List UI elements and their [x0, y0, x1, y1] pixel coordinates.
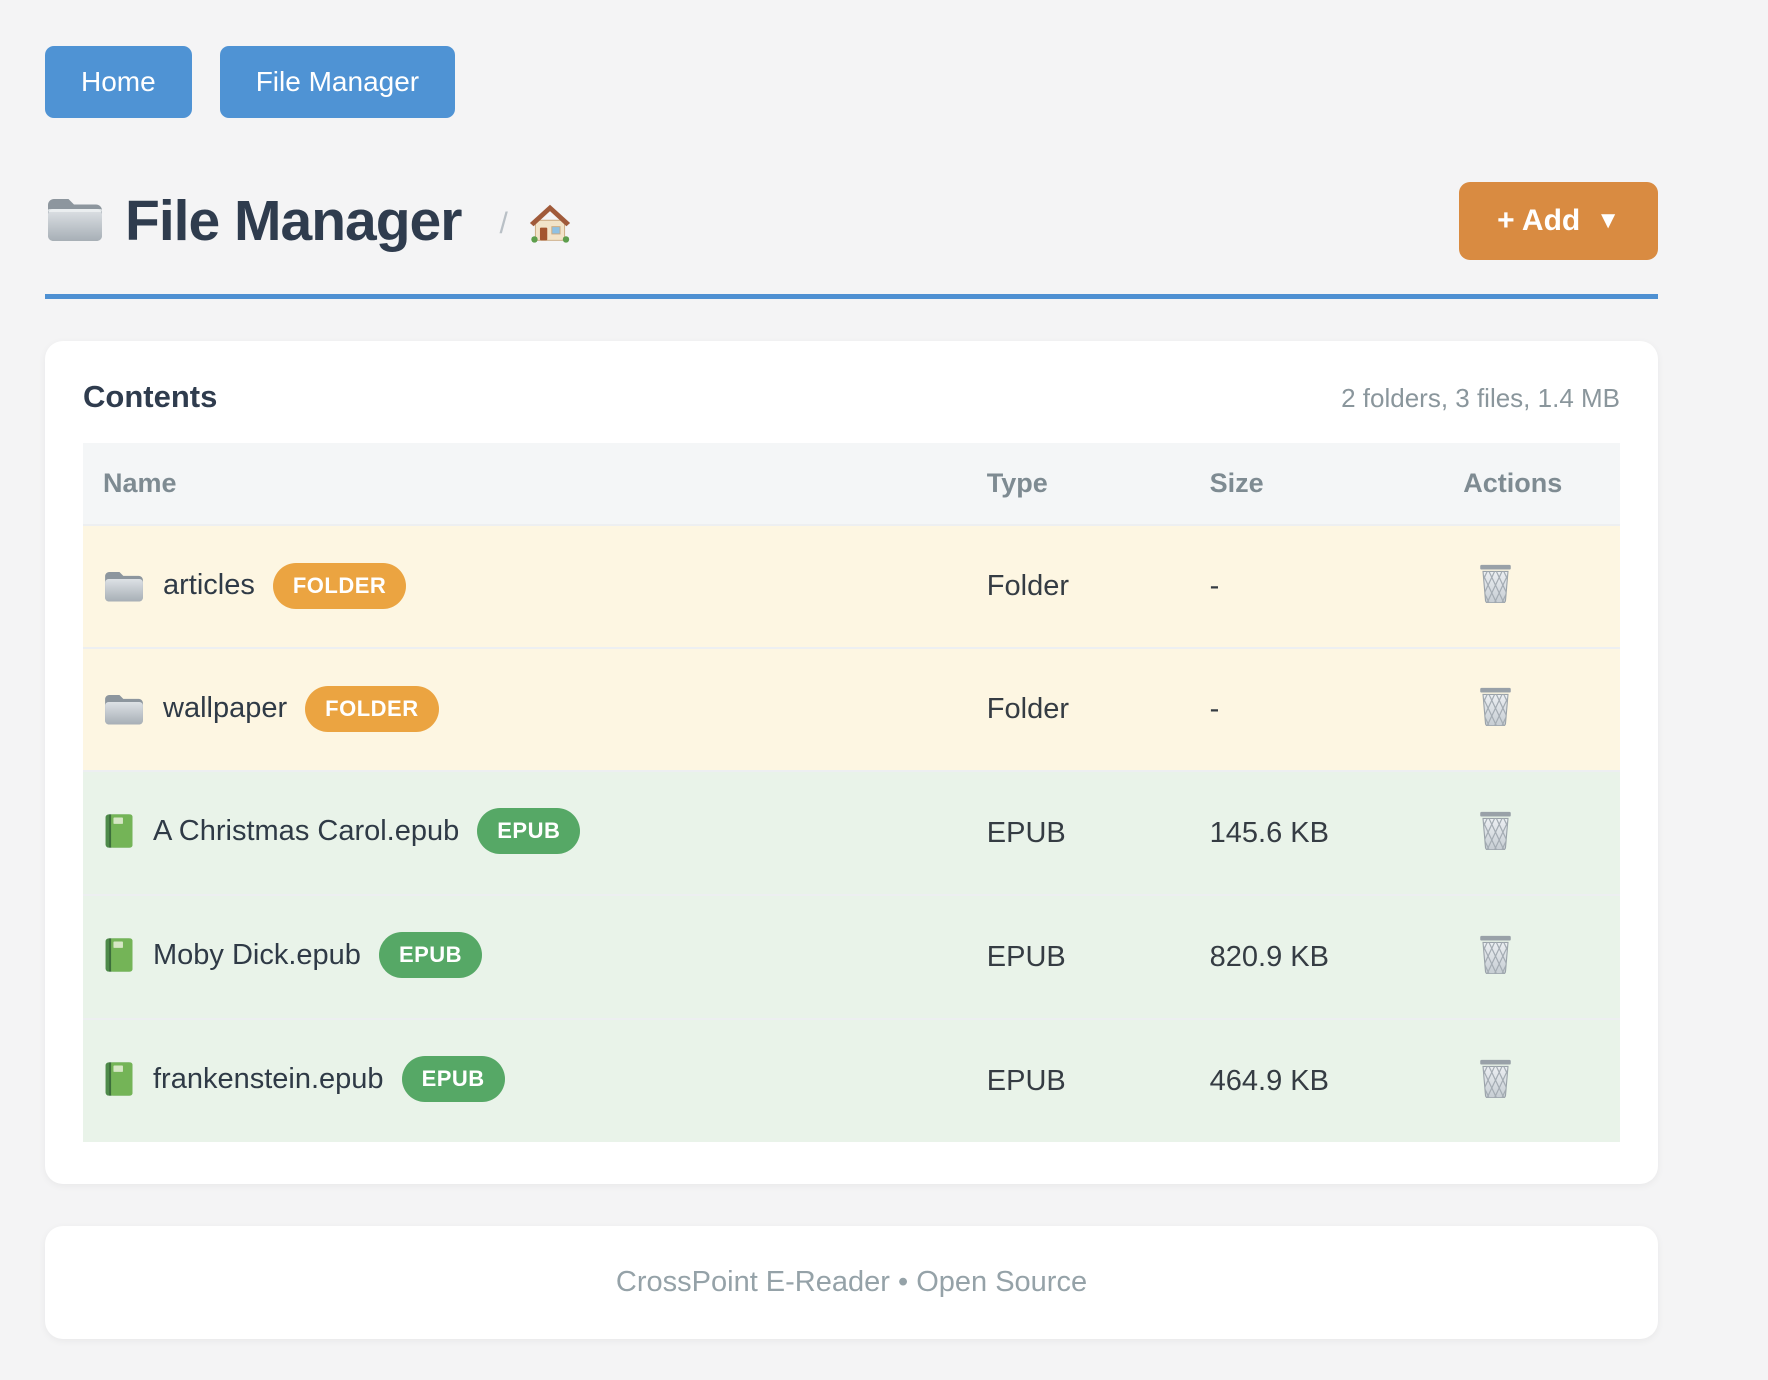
footer: CrossPoint E-Reader • Open Source	[45, 1226, 1658, 1339]
delete-button[interactable]	[1477, 562, 1514, 604]
breadcrumb: /	[499, 207, 508, 240]
size-cell: -	[1189, 647, 1444, 771]
size-cell: 145.6 KB	[1189, 770, 1444, 895]
column-header-actions: Actions	[1443, 443, 1620, 525]
page-title: File Manager	[125, 189, 462, 253]
delete-button[interactable]	[1477, 933, 1514, 974]
contents-heading: Contents	[83, 379, 218, 414]
file-name: Moby Dick.epub	[153, 938, 361, 971]
type-badge: FOLDER	[305, 685, 439, 732]
type-cell: Folder	[966, 524, 1190, 648]
table-row: A Christmas Carol.epub EPUB EPUB 145.6 K…	[83, 770, 1620, 895]
folder-icon	[45, 195, 105, 248]
type-cell: Folder	[966, 647, 1190, 771]
table-row: wallpaper FOLDER Folder -	[83, 647, 1620, 771]
file-manager-button[interactable]: File Manager	[219, 46, 456, 118]
delete-button[interactable]	[1477, 1057, 1514, 1098]
size-cell: 464.9 KB	[1189, 1018, 1444, 1142]
type-cell: EPUB	[966, 1018, 1190, 1142]
type-badge: FOLDER	[272, 562, 407, 609]
book-icon	[105, 1062, 133, 1096]
contents-card: Contents 2 folders, 3 files, 1.4 MB Name…	[45, 341, 1658, 1184]
file-name-link[interactable]: A Christmas Carol.epub EPUB	[103, 808, 581, 854]
home-button[interactable]: Home	[45, 46, 192, 118]
delete-button[interactable]	[1477, 809, 1514, 850]
top-navigation: Home File Manager	[45, 46, 1658, 118]
trash-icon	[1480, 687, 1511, 727]
add-button[interactable]: + Add ▼	[1459, 182, 1658, 260]
contents-summary: 2 folders, 3 files, 1.4 MB	[1341, 383, 1620, 413]
file-name: wallpaper	[163, 692, 288, 724]
table-row: frankenstein.epub EPUB EPUB 464.9 KB	[83, 1018, 1620, 1142]
file-name: articles	[163, 569, 255, 601]
folder-icon	[105, 571, 143, 601]
file-name-link[interactable]: frankenstein.epub EPUB	[103, 1056, 505, 1102]
trash-icon	[1480, 1059, 1511, 1098]
type-badge: EPUB	[477, 808, 581, 854]
folder-icon	[105, 694, 143, 724]
caret-down-icon: ▼	[1596, 207, 1620, 234]
type-badge: EPUB	[378, 932, 483, 978]
trash-icon	[1480, 811, 1511, 850]
column-header-size: Size	[1189, 443, 1444, 525]
add-button-label: + Add	[1497, 204, 1581, 237]
column-header-name: Name	[83, 443, 967, 525]
file-name-link[interactable]: Moby Dick.epub EPUB	[103, 932, 483, 978]
file-name: A Christmas Carol.epub	[153, 814, 460, 847]
file-name: frankenstein.epub	[153, 1062, 384, 1095]
page-header: File Manager / + Add ▼	[45, 182, 1658, 299]
footer-text: CrossPoint E-Reader • Open Source	[615, 1266, 1088, 1298]
column-header-type: Type	[966, 443, 1190, 525]
table-header-row: Name Type Size Actions	[83, 443, 1620, 525]
book-icon	[105, 938, 133, 972]
book-icon	[105, 814, 133, 848]
size-cell: -	[1189, 524, 1444, 648]
home-icon[interactable]	[528, 202, 572, 249]
table-row: articles FOLDER Folder -	[83, 524, 1620, 648]
file-table: Name Type Size Actions articles FOLDER	[83, 443, 1620, 1142]
table-row: Moby Dick.epub EPUB EPUB 820.9 KB	[83, 894, 1620, 1019]
file-name-link[interactable]: wallpaper FOLDER	[103, 685, 439, 732]
size-cell: 820.9 KB	[1189, 894, 1444, 1019]
type-cell: EPUB	[966, 770, 1190, 895]
type-badge: EPUB	[401, 1056, 505, 1102]
trash-icon	[1480, 935, 1511, 974]
trash-icon	[1480, 564, 1511, 604]
delete-button[interactable]	[1477, 685, 1514, 727]
type-cell: EPUB	[966, 894, 1190, 1019]
file-name-link[interactable]: articles FOLDER	[103, 562, 407, 609]
